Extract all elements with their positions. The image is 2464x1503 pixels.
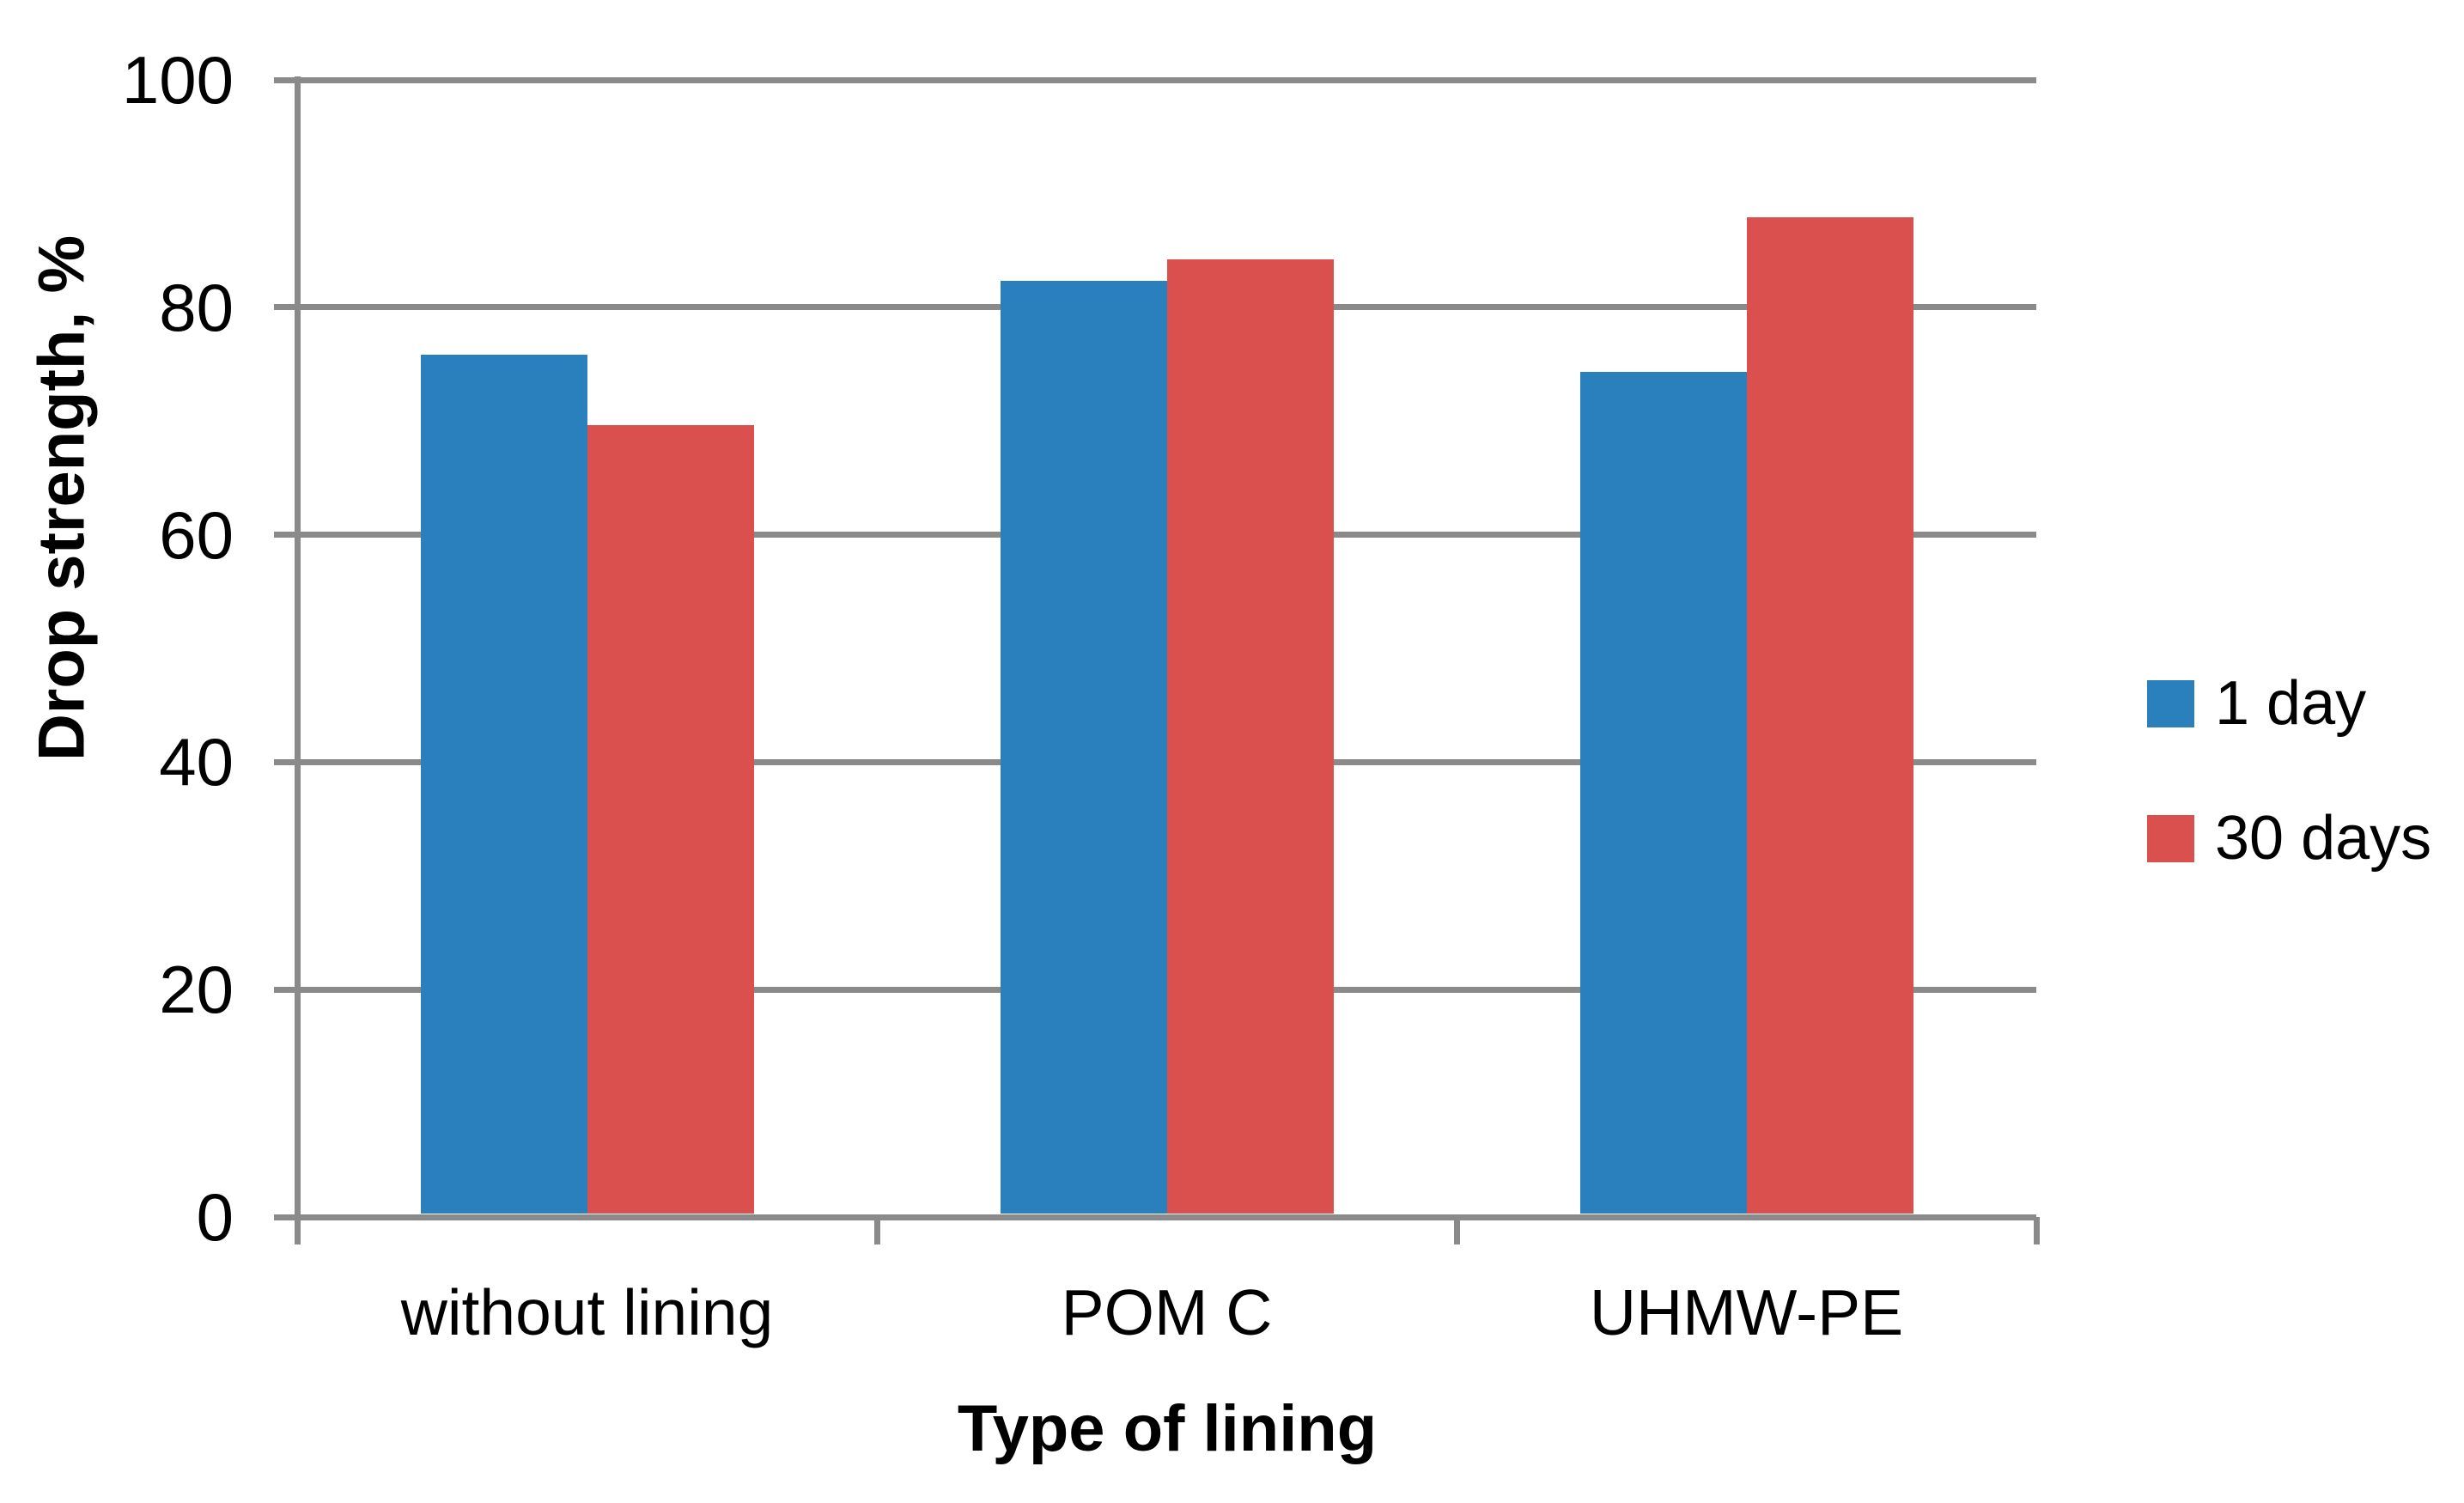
x-axis-tick	[873, 1217, 880, 1244]
x-axis-title: Type of lining	[957, 1392, 1378, 1465]
legend-label-1day: 1 day	[2215, 669, 2367, 738]
bar-30days-without-lining	[587, 425, 754, 1214]
legend-item-1day: 1 day	[2147, 672, 2366, 734]
y-axis-line	[294, 76, 301, 1244]
bar-30days-POM-C	[1166, 259, 1334, 1214]
x-axis-tick	[1453, 1217, 1460, 1244]
x-category-label: UHMW-PE	[1589, 1276, 1904, 1348]
y-tick-label: 20	[159, 952, 234, 1028]
y-tick-label: 80	[159, 269, 234, 345]
bar-1day-POM-C	[1000, 281, 1167, 1214]
x-category-label: POM C	[1061, 1276, 1273, 1348]
y-tick-label: 100	[121, 42, 234, 118]
gridline	[274, 76, 2036, 83]
legend-swatch-30days	[2147, 814, 2194, 862]
bar-1day-UHMW-PE	[1579, 372, 1747, 1214]
x-axis-line	[274, 1214, 2036, 1220]
bar-1day-without-lining	[420, 355, 587, 1214]
bar-30days-UHMW-PE	[1746, 217, 1913, 1214]
legend-label-30days: 30 days	[2215, 804, 2432, 873]
y-tick-label: 0	[196, 1179, 234, 1255]
x-axis-tick	[2033, 1217, 2040, 1244]
legend-item-30days: 30 days	[2147, 807, 2431, 869]
y-tick-label: 40	[159, 724, 234, 800]
y-tick-label: 60	[159, 496, 234, 573]
legend-swatch-1day	[2147, 679, 2194, 727]
x-category-label: without lining	[400, 1276, 774, 1348]
